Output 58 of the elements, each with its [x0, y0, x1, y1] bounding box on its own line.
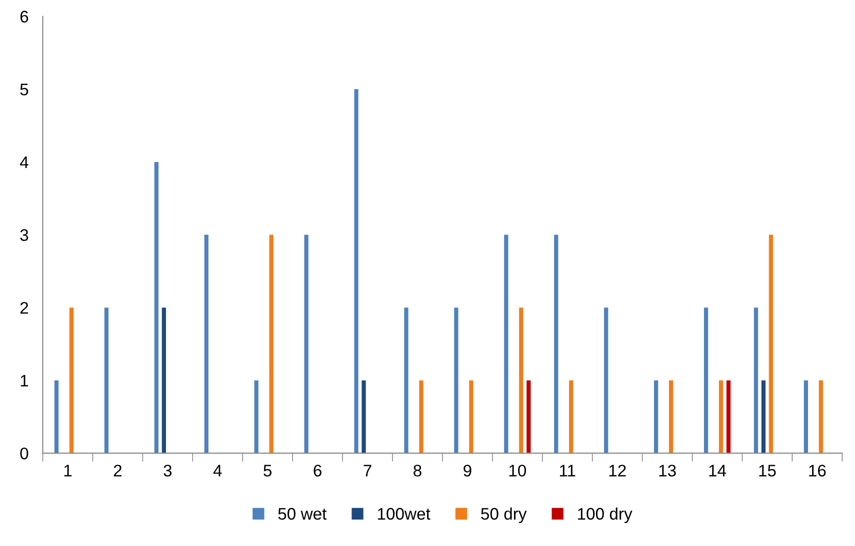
bar	[204, 234, 208, 454]
bar	[54, 380, 59, 454]
bar	[454, 308, 458, 454]
bar	[654, 380, 658, 454]
x-tick-label: 5	[264, 464, 272, 477]
bar	[804, 380, 808, 454]
x-tick-label: 16	[809, 464, 826, 477]
bar	[604, 308, 608, 454]
bar	[818, 380, 823, 454]
y-tick-label: 5	[20, 84, 28, 96]
bar	[668, 380, 674, 454]
bar	[419, 380, 424, 454]
legend-label: 100 dry	[578, 507, 632, 524]
x-tick-label: 8	[414, 464, 422, 477]
x-tick-label: 4	[213, 464, 222, 476]
y-tick-label: 1	[20, 374, 28, 386]
y-tick-label: 2	[20, 302, 28, 314]
x-tick-label: 14	[709, 464, 726, 476]
x-tick-label: 11	[560, 464, 576, 476]
bar	[726, 380, 731, 454]
bar	[162, 308, 166, 454]
x-tick-label: 12	[609, 464, 626, 476]
bar	[519, 308, 524, 454]
bar	[469, 380, 474, 454]
bar	[354, 89, 358, 454]
bar	[526, 380, 531, 454]
bar	[404, 308, 408, 454]
legend-label: 50 dry	[481, 507, 527, 524]
y-tick-label: 3	[20, 229, 28, 241]
bar	[569, 380, 574, 454]
x-tick-label: 3	[164, 464, 172, 477]
bar	[104, 308, 109, 454]
x-tick-label: 1	[64, 464, 72, 476]
x-tick-label: 6	[314, 464, 322, 477]
bar	[761, 380, 766, 454]
bar	[768, 234, 774, 454]
legend-label: 100wet	[378, 508, 430, 520]
y-tick-label: 4	[20, 156, 28, 168]
bar	[154, 162, 158, 454]
bar	[362, 380, 366, 454]
x-tick-label: 10	[509, 464, 526, 477]
bar	[269, 234, 274, 454]
bar	[704, 308, 708, 454]
y-tick-label: 6	[20, 10, 28, 23]
bar	[718, 380, 724, 454]
x-tick-label: 15	[759, 464, 776, 477]
x-tick-label: 7	[364, 464, 372, 476]
x-tick-label: 9	[464, 464, 472, 477]
x-tick-label: 13	[659, 464, 676, 477]
bar	[304, 234, 308, 454]
bar	[554, 234, 558, 454]
x-tick-label: 2	[114, 464, 122, 476]
y-tick-label: 0	[20, 448, 28, 460]
bar	[254, 380, 258, 454]
legend-label: 50 wet	[278, 508, 327, 520]
bar	[504, 234, 508, 454]
bar	[754, 308, 758, 454]
bar	[69, 308, 74, 454]
